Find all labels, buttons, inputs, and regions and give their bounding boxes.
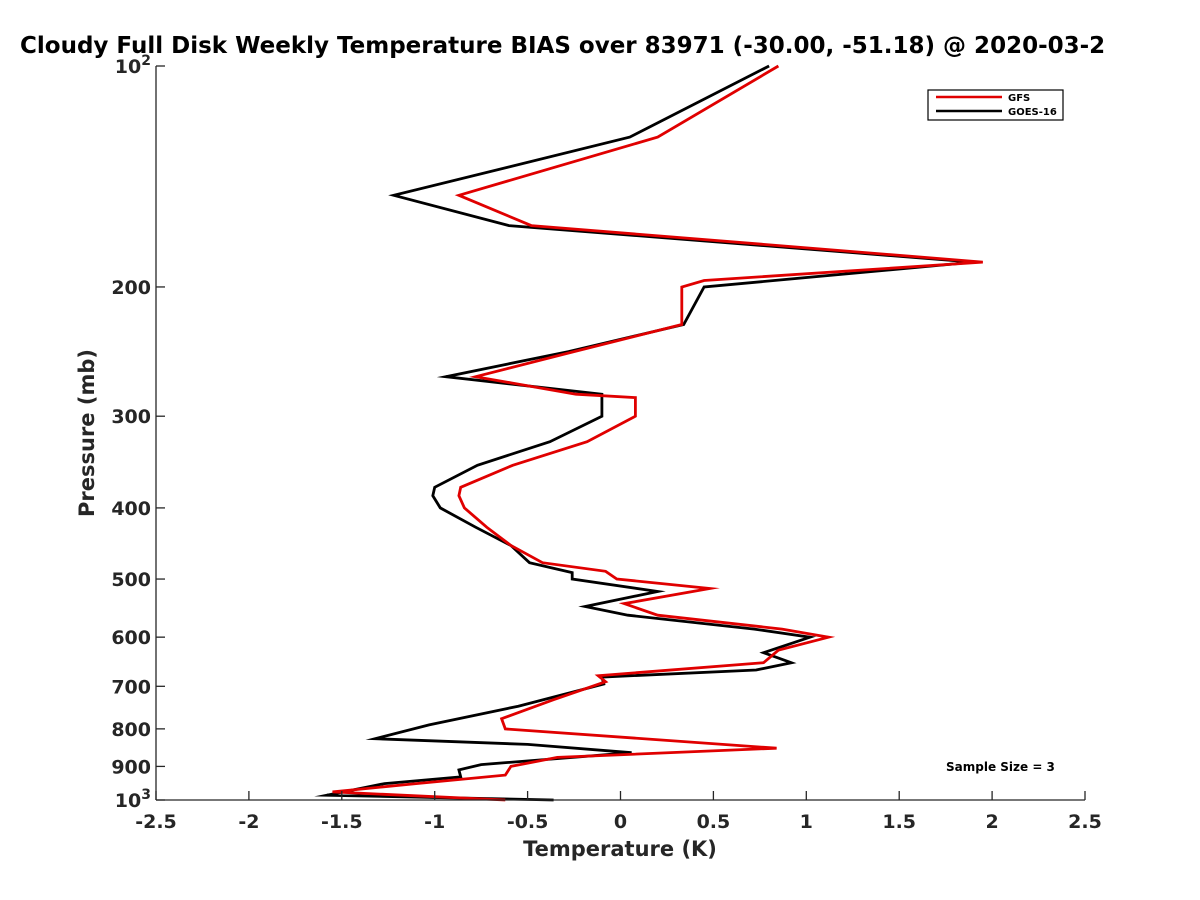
x-tick-label: 1: [800, 811, 813, 833]
x-tick-label: 1.5: [882, 811, 916, 833]
x-tick-label: 0.5: [697, 811, 731, 833]
legend-label: GOES-16: [1008, 107, 1057, 118]
x-tick-label: -2.5: [135, 811, 177, 833]
y-tick-label: 800: [111, 719, 151, 741]
y-tick-label: 102: [115, 53, 151, 78]
x-tick-label: -1.5: [321, 811, 363, 833]
y-tick-label: 500: [111, 569, 151, 591]
y-tick-label: 200: [111, 277, 151, 299]
ticks-layer: -2.5 -2 -1.5 -1 -0.5 0 0.5 1 1.5 2 2.5 102 200 300 400…: [111, 53, 1102, 833]
series-layer: [314, 64, 983, 802]
series-line-goes-16: [314, 64, 974, 802]
y-tick-label: 900: [111, 756, 151, 778]
x-tick-label: 2: [985, 811, 998, 833]
legend: GFS GOES-16: [927, 89, 1064, 121]
legend-label: GFS: [1008, 93, 1030, 104]
y-tick-label: 400: [111, 498, 151, 520]
x-tick-label: 0: [614, 811, 627, 833]
x-tick-label: -0.5: [507, 811, 549, 833]
y-tick-label: 103: [115, 787, 151, 812]
x-axis-label: Temperature (K): [523, 837, 717, 861]
sample-size-annotation: Sample Size = 3: [946, 760, 1055, 774]
x-tick-label: -1: [424, 811, 445, 833]
legend-box: [927, 89, 1064, 121]
y-tick-label: 700: [111, 676, 151, 698]
y-axis-label: Pressure (mb): [75, 349, 99, 517]
y-tick-label: 300: [111, 406, 151, 428]
x-tick-label: 2.5: [1068, 811, 1102, 833]
y-tick-label: 600: [111, 627, 151, 649]
x-tick-label: -2: [238, 811, 259, 833]
axes-layer: [155, 66, 1085, 801]
series-line-gfs: [332, 64, 983, 802]
chart-title: Cloudy Full Disk Weekly Temperature BIAS…: [20, 33, 1106, 59]
